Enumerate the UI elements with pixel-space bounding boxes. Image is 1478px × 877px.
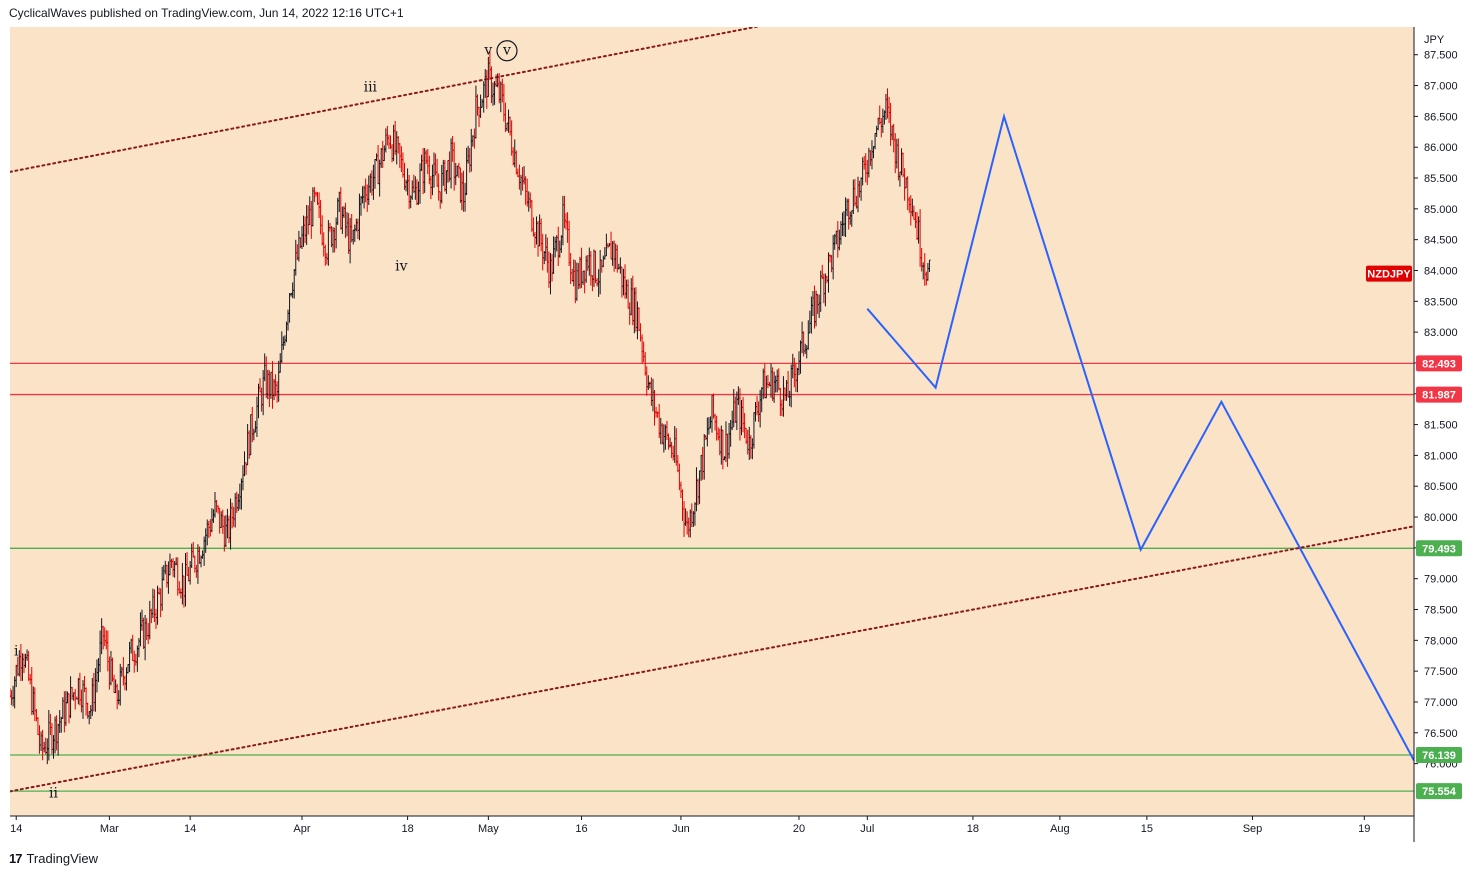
price-badge-box <box>1416 540 1462 557</box>
price-badge-box <box>1416 355 1462 372</box>
price-tick-label: 87.000 <box>1424 81 1458 93</box>
price-tick-label: 77.000 <box>1424 697 1458 709</box>
publisher-caption: CyclicalWaves published on TradingView.c… <box>9 6 404 20</box>
price-channel <box>10 27 1414 793</box>
wave-label-v: v <box>483 43 492 59</box>
price-badge-box <box>1416 783 1462 800</box>
price-tick-label: 86.000 <box>1424 142 1458 154</box>
price-tick-label: 80.500 <box>1424 481 1458 493</box>
wave-label-ii: ii <box>49 786 58 802</box>
price-badge-label: 82.493 <box>1422 358 1456 370</box>
price-tick-label: 85.500 <box>1424 173 1458 185</box>
price-tick-label: 84.000 <box>1424 265 1458 277</box>
time-tick-label: 18 <box>401 823 413 835</box>
channel-upper-line <box>10 27 761 173</box>
wave-label-iv: iv <box>395 258 407 274</box>
time-tick-label: May <box>478 823 499 835</box>
price-badge-box <box>1416 386 1462 403</box>
price-tick-label: 76.500 <box>1424 728 1458 740</box>
time-tick-label: Aug <box>1050 823 1070 835</box>
time-tick-label: 14 <box>10 823 22 835</box>
brand-name: TradingView <box>26 851 99 866</box>
wave-label-i: i <box>14 644 19 660</box>
time-tick-label: 15 <box>1141 823 1153 835</box>
price-badges: 82.493 81.987 79.493 76.139 75.554 NZDJPY <box>1366 265 1462 800</box>
time-axis[interactable]: 14 Mar 14 Apr 18 May 16 Jun 20 Jul 18 Aug 15 Sep 19 <box>10 816 1370 835</box>
projection-path <box>866 112 1414 761</box>
wave-label-v: v <box>502 43 511 59</box>
time-tick-label: Sep <box>1243 823 1263 835</box>
time-tick-label: 19 <box>1358 823 1370 835</box>
price-tick-label: 77.500 <box>1424 666 1458 678</box>
price-badge-label: 75.554 <box>1422 786 1457 798</box>
price-tick-label: 84.500 <box>1424 235 1458 247</box>
time-tick-label: Jun <box>672 823 690 835</box>
currency-label: JPY <box>1424 34 1445 46</box>
time-tick-label: 18 <box>967 823 979 835</box>
time-tick-label: 20 <box>793 823 805 835</box>
horizontal-levels <box>10 362 1414 792</box>
footer: 17 TradingView <box>9 851 98 866</box>
price-tick-label: 80.000 <box>1424 512 1458 524</box>
symbol-badge-box <box>1366 265 1412 282</box>
price-tick-label: 85.000 <box>1424 204 1458 216</box>
price-badge-label: 81.987 <box>1422 390 1456 402</box>
price-badge-label: 79.493 <box>1422 543 1456 555</box>
price-tick-label: 86.500 <box>1424 111 1458 123</box>
price-badge-box <box>1416 747 1462 764</box>
time-tick-label: Mar <box>100 823 119 835</box>
candlestick-series <box>10 50 931 765</box>
price-tick-label: 79.000 <box>1424 574 1458 586</box>
wave-label-circle <box>496 40 518 62</box>
price-badge-label: 76.139 <box>1422 750 1456 762</box>
price-tick-label: 83.500 <box>1424 296 1458 308</box>
time-tick-label: Apr <box>293 823 310 835</box>
price-tick-label: 78.000 <box>1424 635 1458 647</box>
wave-label-iii: iii <box>364 80 378 96</box>
tradingview-logo-icon: 17 <box>9 851 23 866</box>
time-tick-label: 16 <box>575 823 587 835</box>
price-tick-label: 81.000 <box>1424 450 1458 462</box>
price-tick-label: 87.500 <box>1424 50 1458 62</box>
price-tick-label: 83.000 <box>1424 327 1458 339</box>
symbol-badge-label: NZDJPY <box>1367 269 1411 281</box>
price-tick-label: 78.500 <box>1424 605 1458 617</box>
time-tick-label: 14 <box>184 823 196 835</box>
time-tick-label: Jul <box>860 823 874 835</box>
price-tick-label: 81.500 <box>1424 420 1458 432</box>
price-axis[interactable]: 76.00076.50077.00077.50078.00078.50079.0… <box>1414 50 1458 771</box>
channel-lower-line <box>10 525 1414 793</box>
projection-zigzag-line <box>866 112 1414 761</box>
